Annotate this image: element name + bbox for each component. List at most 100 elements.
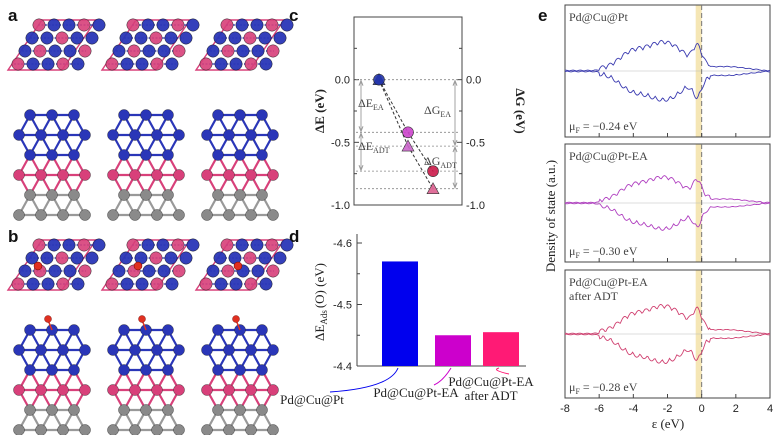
pd-atom: [129, 129, 141, 141]
pd-atom: [201, 129, 213, 141]
c-right-tick-label: 0.0: [466, 75, 481, 87]
fermi-energy-label: μF = −0.30 eV: [569, 244, 638, 260]
pd-atom: [18, 264, 32, 278]
pd-atom: [213, 251, 227, 265]
cu-atom: [223, 424, 235, 435]
pd-atom: [234, 364, 246, 376]
pd-atom: [62, 18, 76, 32]
cu-atom: [107, 424, 119, 435]
c-arrowhead: [358, 164, 364, 172]
pt-atom: [171, 18, 185, 32]
pd-atom: [13, 129, 25, 141]
pd-atom: [162, 324, 174, 336]
cu-atom: [79, 424, 91, 435]
pd-atom: [251, 264, 265, 278]
c-circle-marker: [402, 126, 414, 139]
pt-atom: [129, 169, 141, 181]
pd-atom: [165, 57, 179, 71]
pt-atom: [199, 277, 213, 291]
cu-atom: [173, 424, 185, 435]
pd-atom: [235, 238, 249, 252]
pt-atom: [127, 44, 141, 58]
c-triangle-marker: [426, 182, 440, 195]
dos-system-label-2: after ADT: [569, 289, 619, 303]
pd-atom: [57, 344, 69, 356]
pd-atom: [256, 364, 268, 376]
d-y-tick-label: -4.5: [333, 300, 352, 312]
pd-atom: [68, 364, 80, 376]
pd-atom: [47, 18, 61, 32]
pd-atom: [79, 129, 91, 141]
pd-atom: [26, 57, 40, 71]
pd-atom: [13, 344, 25, 356]
pt-atom: [151, 169, 163, 181]
c-circle-connector: [378, 79, 409, 133]
structure-a-3: [194, 18, 294, 221]
c-triangle-marker: [401, 139, 415, 152]
pt-atom: [150, 277, 164, 291]
pd-atom: [48, 44, 62, 58]
pt-atom: [201, 384, 213, 396]
structure-a-2: [100, 18, 200, 221]
pt-atom: [79, 169, 91, 181]
dos-x-tick-label: -2: [663, 403, 673, 415]
pd-atom: [47, 238, 61, 252]
cu-atom: [201, 424, 213, 435]
pd-atom: [201, 344, 213, 356]
pd-atom: [162, 109, 174, 121]
pd-atom: [71, 277, 85, 291]
pt-atom: [57, 169, 69, 181]
cu-atom: [223, 209, 235, 221]
pt-atom: [77, 18, 91, 32]
pd-atom: [107, 344, 119, 356]
d-bar-1: [382, 261, 418, 366]
cu-atom: [267, 209, 279, 221]
cu-atom: [201, 209, 213, 221]
panel-c-right-axis-label: ΔG (eV): [513, 88, 528, 133]
pd-atom: [206, 44, 220, 58]
dos-system-label: Pd@Cu@Pt-EA: [569, 149, 648, 163]
pd-atom: [142, 264, 156, 278]
pd-atom: [24, 109, 36, 121]
cu-atom: [68, 189, 80, 201]
dos-subplot-2: Pd@Cu@Pt-EA μF = −0.30 eV: [564, 143, 771, 263]
pt-atom: [171, 238, 185, 252]
pt-atom: [35, 169, 47, 181]
cu-atom: [35, 209, 47, 221]
annotation-dg-adt: ΔGADT: [424, 154, 457, 170]
c-right-tick-label: -1.0: [466, 200, 485, 212]
d-leader-line: [433, 367, 452, 386]
cu-atom: [245, 424, 257, 435]
pd-atom: [119, 31, 133, 45]
panel-label-a: a: [8, 6, 18, 25]
pt-atom: [244, 277, 258, 291]
cu-atom: [24, 189, 36, 201]
pd-atom: [25, 251, 39, 265]
d-category-label: Pd@Cu@Pt-EA: [373, 385, 459, 400]
pd-atom: [26, 277, 40, 291]
dos-spin-down-line: [564, 202, 771, 231]
pd-atom: [256, 109, 268, 121]
cu-atom: [162, 189, 174, 201]
cu-atom: [140, 404, 152, 416]
dos-subplot-1: Pd@Cu@Pt μF = −0.24 eV: [564, 4, 771, 138]
pd-atom: [186, 18, 200, 32]
pd-atom: [156, 18, 170, 32]
cu-atom: [13, 424, 25, 435]
pd-atom: [273, 31, 287, 45]
pd-atom: [236, 44, 250, 58]
pd-atom: [212, 109, 224, 121]
annotation-de-ea: ΔEEA: [358, 96, 384, 112]
dos-x-tick-label: 2: [733, 403, 739, 415]
pd-atom: [206, 264, 220, 278]
c-left-tick-label: -1.0: [331, 200, 350, 212]
pd-atom: [41, 277, 55, 291]
pd-atom: [40, 31, 54, 45]
pd-atom: [129, 344, 141, 356]
panel-c-energy-plot: 0.0 0.0 -0.5 -0.5 -1.0 -1.0 ΔE (eV) ΔG (eV) Δ…: [312, 16, 528, 212]
cu-atom: [151, 209, 163, 221]
cu-atom: [234, 404, 246, 416]
c-arrowhead: [452, 145, 458, 153]
pd-atom: [250, 238, 264, 252]
